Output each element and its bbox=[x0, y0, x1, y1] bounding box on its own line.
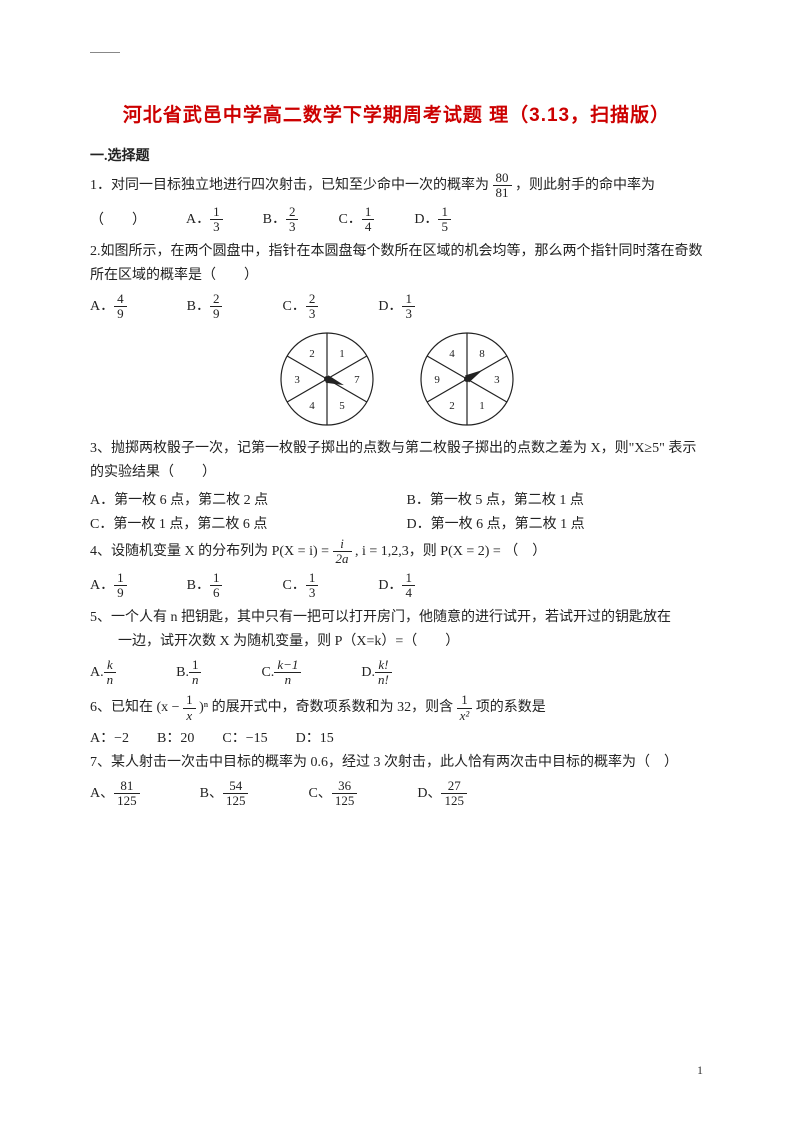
q2-D: D． bbox=[378, 299, 402, 314]
svg-text:9: 9 bbox=[434, 374, 440, 386]
svg-text:4: 4 bbox=[449, 348, 455, 360]
question-7: 7、某人射击一次击中目标的概率为 0.6，经过 3 次射击，此人恰有两次击中目标… bbox=[90, 751, 703, 775]
q3-options: A．第一枚 6 点，第二枚 2 点 B．第一枚 5 点，第二枚 1 点 C．第一… bbox=[90, 489, 703, 533]
q7-options: A、81125 B、54125 C、36125 D、27125 bbox=[90, 779, 703, 809]
q6-text-a: 6、已知在 (x − bbox=[90, 700, 183, 715]
spinner-row: 1 7 5 4 3 2 8 3 1 2 9 4 bbox=[90, 329, 703, 429]
q2-options: A．49 B．29 C．23 D．13 bbox=[90, 292, 703, 322]
q6-B: B：20 bbox=[157, 727, 194, 747]
q5-C: C. bbox=[261, 665, 274, 680]
question-1: 1．对同一目标独立地进行四次射击，已知至少命中一次的概率为 80 81 ，则此射… bbox=[90, 171, 703, 201]
svg-text:7: 7 bbox=[354, 374, 360, 386]
section-heading: 一.选择题 bbox=[90, 145, 703, 165]
q5-options: A.kn B.1n C.k−1n D.k!n! bbox=[90, 658, 703, 688]
q7-A: A、 bbox=[90, 786, 114, 801]
q2-A: A． bbox=[90, 299, 114, 314]
q2-C: C． bbox=[282, 299, 305, 314]
q4-text-a: 4、设随机变量 X 的分布列为 P(X = i) = bbox=[90, 544, 333, 559]
q6-D: D：15 bbox=[296, 727, 334, 747]
question-4: 4、设随机变量 X 的分布列为 P(X = i) = i2a , i = 1,2… bbox=[90, 537, 703, 567]
q6-options: A：−2 B：20 C：−15 D：15 bbox=[90, 727, 703, 747]
question-5: 5、一个人有 n 把钥匙，其中只有一把可以打开房门，他随意的进行试开，若试开过的… bbox=[90, 606, 703, 654]
q4-text-b: , i = 1,2,3，则 P(X = 2) = （ ） bbox=[355, 544, 546, 559]
q1-C: C． bbox=[338, 212, 361, 227]
q3-B: B．第一枚 5 点，第二枚 1 点 bbox=[407, 489, 704, 509]
q4-C: C． bbox=[282, 578, 305, 593]
svg-text:2: 2 bbox=[449, 400, 455, 412]
q1-A: A． bbox=[186, 212, 210, 227]
q1-B: B． bbox=[263, 212, 286, 227]
q6-text-b: )ⁿ 的展开式中，奇数项系数和为 32，则含 bbox=[199, 700, 457, 715]
q1-blank: （ ） bbox=[90, 209, 146, 229]
q1-text-b: ，则此射手的命中率为 bbox=[515, 178, 655, 193]
q4-D: D． bbox=[378, 578, 402, 593]
q1-D: D． bbox=[414, 212, 438, 227]
q5-D: D. bbox=[361, 665, 375, 680]
svg-text:4: 4 bbox=[309, 400, 315, 412]
q7-C: C、 bbox=[308, 786, 331, 801]
q5-A: A. bbox=[90, 665, 104, 680]
q1-frac: 80 81 bbox=[493, 171, 512, 201]
question-6: 6、已知在 (x − 1x )ⁿ 的展开式中，奇数项系数和为 32，则含 1x²… bbox=[90, 693, 703, 723]
document-title: 河北省武邑中学高二数学下学期周考试题 理（3.13，扫描版） bbox=[90, 100, 703, 127]
svg-text:1: 1 bbox=[339, 348, 345, 360]
q3-C: C．第一枚 1 点，第二枚 6 点 bbox=[90, 513, 387, 533]
q4-A: A． bbox=[90, 578, 114, 593]
svg-text:2: 2 bbox=[309, 348, 315, 360]
q4-B: B． bbox=[187, 578, 210, 593]
q6-A: A：−2 bbox=[90, 727, 129, 747]
q3-D: D．第一枚 6 点，第二枚 1 点 bbox=[407, 513, 704, 533]
question-3: 3、抛掷两枚骰子一次，记第一枚骰子掷出的点数与第二枚骰子掷出的点数之差为 X，则… bbox=[90, 437, 703, 485]
spinner-1: 1 7 5 4 3 2 bbox=[277, 329, 377, 429]
q5-B: B. bbox=[176, 665, 189, 680]
svg-text:1: 1 bbox=[479, 400, 485, 412]
svg-text:8: 8 bbox=[479, 348, 485, 360]
q1-text-a: 1．对同一目标独立地进行四次射击，已知至少命中一次的概率为 bbox=[90, 178, 493, 193]
question-2: 2.如图所示，在两个圆盘中，指针在本圆盘每个数所在区域的机会均等，那么两个指针同… bbox=[90, 240, 703, 288]
svg-text:3: 3 bbox=[294, 374, 300, 386]
q4-options: A．19 B．16 C．13 D．14 bbox=[90, 571, 703, 601]
spinner-2: 8 3 1 2 9 4 bbox=[417, 329, 517, 429]
svg-text:3: 3 bbox=[494, 374, 500, 386]
q6-text-c: 项的系数是 bbox=[476, 700, 546, 715]
q7-B: B、 bbox=[200, 786, 223, 801]
q7-D: D、 bbox=[417, 786, 441, 801]
q2-B: B． bbox=[187, 299, 210, 314]
q5-text-a: 5、一个人有 n 把钥匙，其中只有一把可以打开房门，他随意的进行试开，若试开过的… bbox=[90, 606, 703, 630]
page-number: 1 bbox=[697, 1063, 703, 1078]
q3-A: A．第一枚 6 点，第二枚 2 点 bbox=[90, 489, 387, 509]
svg-text:5: 5 bbox=[339, 400, 345, 412]
header-rule bbox=[90, 52, 120, 53]
q5-text-b: 一边，试开次数 X 为随机变量，则 P（X=k）=（ ） bbox=[90, 630, 703, 654]
q1-options: （ ） A．13 B．23 C．14 D．15 bbox=[90, 205, 703, 235]
q6-C: C：−15 bbox=[222, 727, 267, 747]
